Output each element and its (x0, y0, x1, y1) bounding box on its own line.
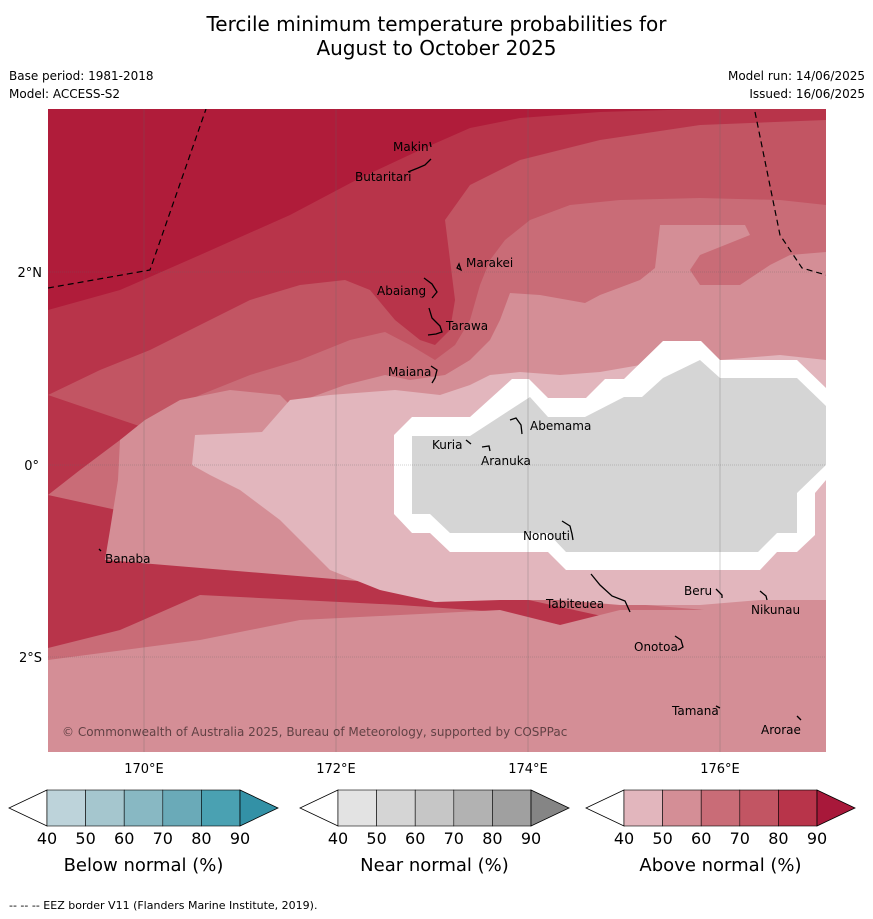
meta-left: Base period: 1981-2018 Model: ACCESS-S2 (9, 67, 154, 103)
colorbar-segment (46, 789, 86, 827)
island-outlines (98, 141, 802, 721)
colorbar-tick: 40 (37, 829, 57, 848)
label-aranuka: Aranuka (481, 454, 531, 468)
colorbars: 40 50 60 70 80 90 Below normal (%) 40 50 60 70 80 90… (8, 789, 856, 876)
axis-labels: 170°E 172°E 174°E 176°E 2°N 0° 2°S (18, 266, 740, 777)
colorbar-segment (337, 789, 377, 827)
colorbar-segment (162, 789, 202, 827)
colorbar-1: 40 50 60 70 80 90 Below normal (%) (8, 789, 279, 876)
label-nikunau: Nikunau (751, 603, 800, 617)
lat-tick-2s: 2°S (19, 651, 42, 666)
colorbar-high-extend (239, 789, 279, 827)
colorbar-tick: 90 (230, 829, 250, 848)
colorbar-tick: 80 (768, 829, 788, 848)
label-abaiang: Abaiang (377, 284, 426, 298)
probability-field (48, 109, 826, 752)
colorbar-tick: 50 (366, 829, 386, 848)
graticule (48, 109, 826, 752)
title-line-2: August to October 2025 (316, 36, 557, 60)
title-line-1: Tercile minimum temperature probabilitie… (206, 12, 667, 36)
colorbar-tick: 40 (614, 829, 634, 848)
colorbar-tick: 40 (328, 829, 348, 848)
colorbar-low-extend (8, 789, 48, 827)
lon-tick-170: 170°E (124, 762, 164, 777)
near-normal-region (412, 360, 826, 552)
colorbar-tick: 80 (482, 829, 502, 848)
colorbar-segment (85, 789, 125, 827)
issued-date: Issued: 16/06/2025 (749, 87, 865, 101)
label-beru: Beru (684, 584, 712, 598)
colorbar-tick: 90 (807, 829, 827, 848)
colorbar-2: 40 50 60 70 80 90 Near normal (%) (299, 789, 570, 876)
colorbar-high-extend (530, 789, 570, 827)
colorbar-tick: 60 (405, 829, 425, 848)
colorbar-segment (739, 789, 779, 827)
label-kuria: Kuria (432, 438, 463, 452)
meta-right: Model run: 14/06/2025 Issued: 16/06/2025 (728, 67, 865, 103)
lon-tick-176: 176°E (700, 762, 740, 777)
colorbar-tick: 90 (521, 829, 541, 848)
colorbar-low-extend (299, 789, 339, 827)
lat-tick-0: 0° (24, 459, 39, 474)
label-onotoa: Onotoa (634, 640, 678, 654)
map-title: Tercile minimum temperature probabilitie… (0, 12, 873, 60)
label-tamana: Tamana (671, 704, 719, 718)
label-arorae: Arorae (761, 723, 801, 737)
colorbar-segment (623, 789, 663, 827)
colorbar-tick: 70 (444, 829, 464, 848)
label-tabiteuea: Tabiteuea (545, 597, 604, 611)
label-maiana: Maiana (388, 365, 431, 379)
label-nonouti: Nonouti (523, 529, 570, 543)
colorbar-tick: 60 (691, 829, 711, 848)
colorbar-segment (700, 789, 741, 827)
place-labels: Makin Butaritari Marakei Abaiang Tarawa … (105, 140, 801, 737)
eez-footnote: -- -- -- EEZ border V11 (Flanders Marine… (9, 899, 318, 912)
label-makin: Makin (393, 140, 429, 154)
label-banaba: Banaba (105, 552, 151, 566)
eez-border (48, 109, 826, 289)
model-run: Model run: 14/06/2025 (727, 69, 865, 83)
base-period: Base period: 1981-2018 (9, 69, 154, 83)
colorbar-segment (453, 789, 493, 827)
colorbar-tick: 70 (730, 829, 750, 848)
colorbar-tick: 50 (652, 829, 672, 848)
colorbar-tick: 80 (191, 829, 211, 848)
colorbar-low-extend (585, 789, 625, 827)
label-abemama: Abemama (530, 419, 591, 433)
lon-tick-174: 174°E (508, 762, 548, 777)
colorbar-segment (778, 789, 818, 827)
model-name: Model: ACCESS-S2 (9, 87, 121, 101)
colorbar-segment (201, 789, 241, 827)
colorbar-segment (376, 789, 416, 827)
copyright-notice: © Commonwealth of Australia 2025, Bureau… (62, 725, 567, 739)
colorbar-tick: 50 (75, 829, 95, 848)
lon-tick-172: 172°E (316, 762, 356, 777)
colorbar-segment (123, 789, 164, 827)
colorbar-segment (492, 789, 532, 827)
label-butaritari: Butaritari (355, 170, 412, 184)
colorbar-3: 40 50 60 70 80 90 Above normal (%) (585, 789, 856, 876)
colorbar-label: Near normal (%) (360, 855, 509, 876)
colorbar-segment (414, 789, 455, 827)
label-marakei: Marakei (466, 256, 513, 270)
colorbar-segment (662, 789, 702, 827)
colorbar-label: Above normal (%) (639, 855, 801, 876)
colorbar-label: Below normal (%) (64, 855, 224, 876)
colorbar-tick: 70 (153, 829, 173, 848)
lat-tick-2n: 2°N (18, 266, 43, 281)
label-tarawa: Tarawa (445, 319, 488, 333)
colorbar-high-extend (816, 789, 856, 827)
colorbar-tick: 60 (114, 829, 134, 848)
